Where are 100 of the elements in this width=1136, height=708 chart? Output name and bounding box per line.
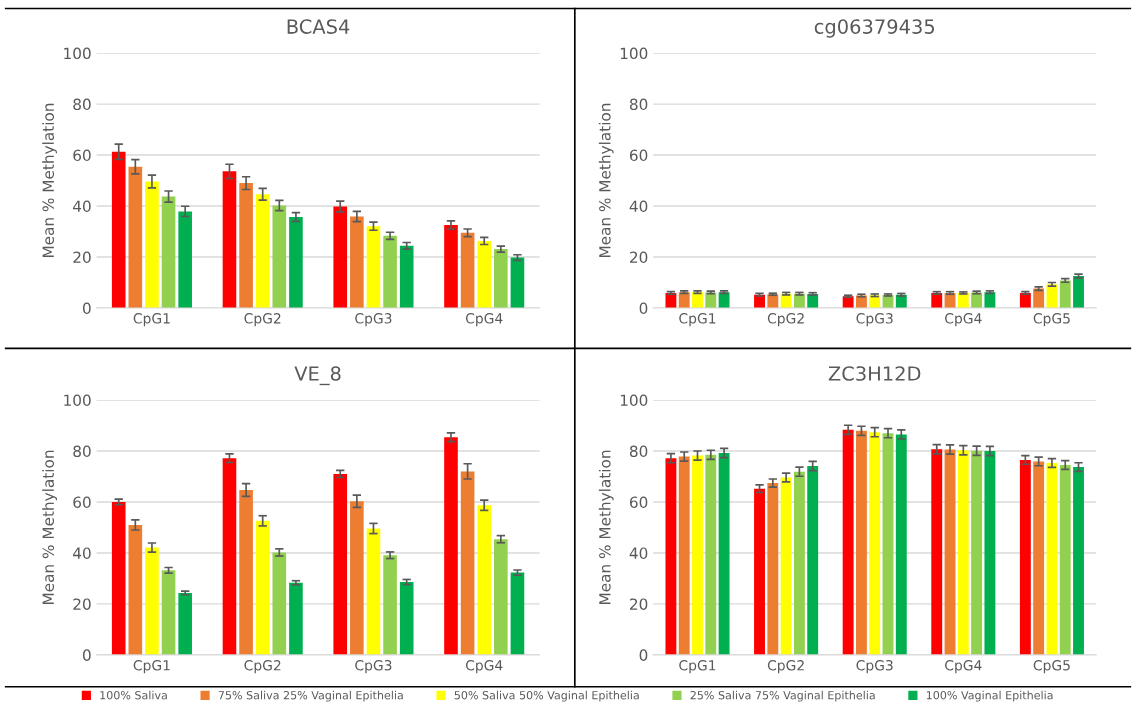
legend-label: 100% Saliva <box>100 690 167 700</box>
bar <box>1019 459 1031 655</box>
bar <box>494 539 508 655</box>
bar <box>1073 276 1084 308</box>
legend-label: 75% Saliva 25% Vaginal Epithelia <box>218 690 403 702</box>
bar <box>1046 462 1058 655</box>
chart-title: VE_8 <box>294 366 341 386</box>
bar <box>399 582 414 655</box>
bar <box>272 552 287 655</box>
y-tick-label: 60 <box>73 149 91 162</box>
bar <box>510 257 525 308</box>
x-tick-label: CpG4 <box>945 313 982 327</box>
x-tick-label: CpG2 <box>767 660 804 674</box>
y-tick-label: 0 <box>82 649 91 661</box>
y-tick-label: 40 <box>73 200 91 213</box>
bar <box>477 240 492 308</box>
bar <box>145 181 159 308</box>
y-tick-label: 40 <box>73 547 91 559</box>
bar <box>111 501 126 655</box>
bar <box>460 232 475 308</box>
bar <box>882 433 894 655</box>
y-tick-label: 20 <box>73 251 91 264</box>
x-tick-label: CpG2 <box>244 313 281 327</box>
y-axis-title: Mean % Methylation <box>42 450 57 604</box>
bar <box>255 194 270 308</box>
y-tick-label: 20 <box>73 598 91 610</box>
bar <box>161 196 176 308</box>
x-tick-label: CpG2 <box>767 313 804 327</box>
bar <box>807 466 819 655</box>
y-axis-title: Mean % Methylation <box>598 450 614 604</box>
bar <box>842 429 854 655</box>
bar <box>869 295 881 308</box>
bar <box>780 477 792 655</box>
bar <box>494 249 508 308</box>
y-tick-label: 80 <box>629 98 648 111</box>
y-tick-label: 40 <box>629 200 648 213</box>
y-tick-label: 100 <box>64 394 91 407</box>
y-tick-label: 0 <box>82 302 91 314</box>
y-tick-label: 80 <box>629 445 648 458</box>
bar <box>366 226 381 308</box>
x-tick-label: CpG4 <box>465 313 503 327</box>
bar <box>128 166 143 308</box>
y-tick-label: 100 <box>620 394 648 407</box>
bar <box>128 524 143 655</box>
x-tick-label: CpG2 <box>244 660 281 674</box>
bar <box>222 458 237 655</box>
bar <box>350 216 364 308</box>
bar <box>665 458 677 655</box>
chart-title: BCAS4 <box>287 19 350 34</box>
x-tick-label: CpG3 <box>355 660 392 674</box>
y-axis-title: Mean % Methylation <box>598 103 614 258</box>
bar <box>272 205 287 308</box>
y-tick-label: 100 <box>64 47 91 60</box>
bar <box>984 292 996 308</box>
bar <box>383 555 397 655</box>
bar <box>869 432 881 655</box>
bar <box>255 520 270 655</box>
legend-label: 25% Saliva 75% Vaginal Epithelia <box>690 690 875 702</box>
y-tick-label: 60 <box>73 496 91 508</box>
x-tick-label: CpG5 <box>1033 660 1070 674</box>
bar <box>111 151 126 308</box>
bar <box>855 430 867 655</box>
y-tick-label: 0 <box>639 649 648 661</box>
chart-title: ZC3H12D <box>828 366 921 381</box>
bar <box>1059 465 1071 655</box>
bar <box>718 453 730 655</box>
y-tick-label: 20 <box>630 251 648 264</box>
legend-label: 50% Saliva 50% Vaginal Epithelia <box>454 690 639 702</box>
bar <box>1059 280 1071 308</box>
x-tick-label: CpG1 <box>133 660 170 674</box>
y-tick-label: 80 <box>73 98 91 111</box>
bar <box>1073 467 1084 655</box>
y-tick-label: 80 <box>73 445 91 458</box>
bar <box>1046 284 1058 308</box>
bar <box>289 582 303 655</box>
bar <box>350 501 364 655</box>
bar <box>477 505 492 655</box>
x-tick-label: CpG5 <box>1033 313 1070 327</box>
y-tick-label: 60 <box>629 149 648 162</box>
bar <box>692 455 703 655</box>
bar <box>222 171 237 308</box>
y-tick-label: 100 <box>620 47 648 60</box>
x-tick-label: CpG3 <box>355 313 392 327</box>
bar <box>383 235 397 308</box>
bar <box>145 547 159 655</box>
bar <box>444 437 458 655</box>
x-tick-label: CpG3 <box>856 660 893 674</box>
bar <box>692 292 703 308</box>
y-tick-label: 40 <box>629 547 648 559</box>
bar <box>767 483 779 655</box>
bar <box>944 449 956 655</box>
bar <box>289 216 303 308</box>
bar <box>984 451 996 655</box>
bar <box>754 488 765 655</box>
x-tick-label: CpG1 <box>679 313 716 327</box>
bar <box>178 211 192 308</box>
bar <box>678 456 690 655</box>
bar <box>178 592 192 655</box>
y-tick-label: 60 <box>629 496 648 508</box>
chart-title: cg06379435 <box>814 19 935 38</box>
